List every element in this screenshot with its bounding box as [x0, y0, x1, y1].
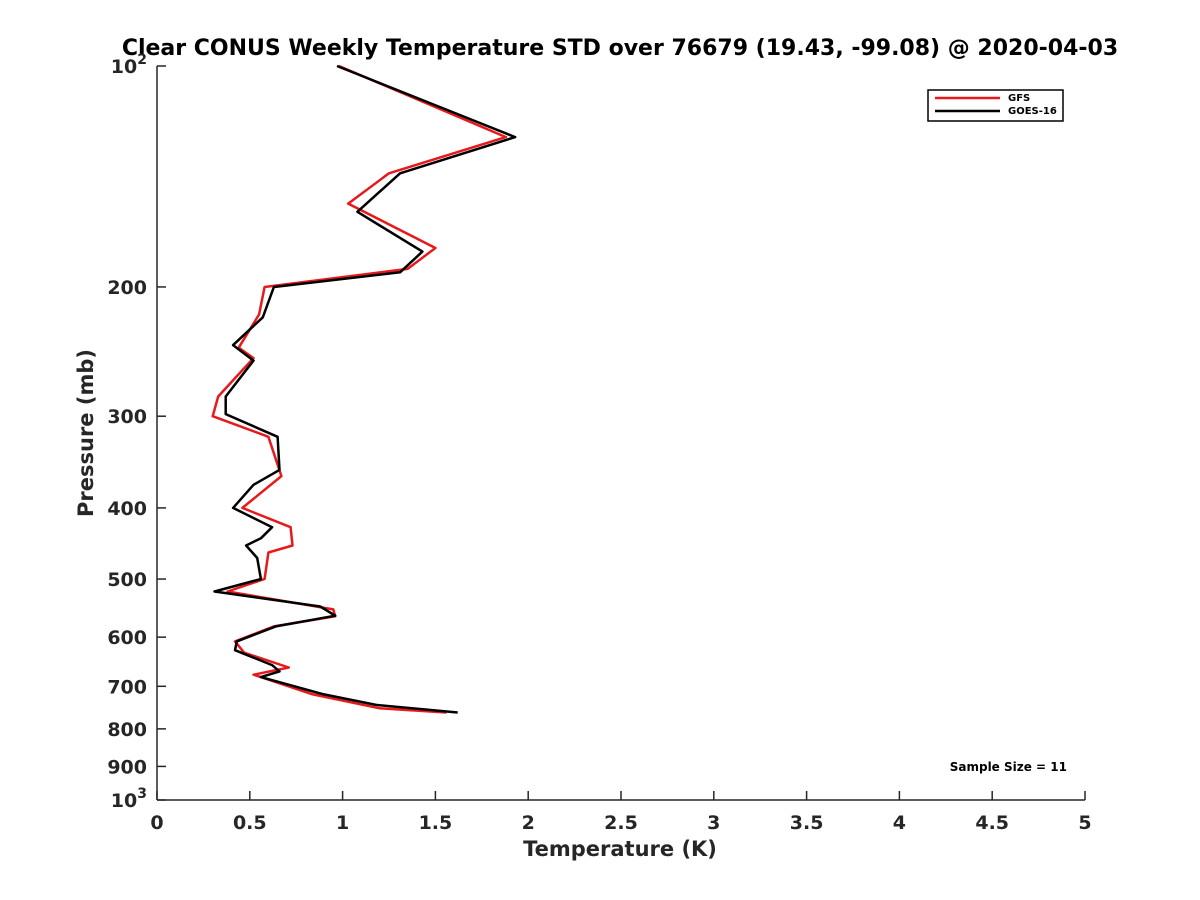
sample-size-annotation: Sample Size = 11 — [950, 760, 1067, 774]
x-tick-label: 1 — [336, 812, 349, 834]
y-axis-title: Pressure (mb) — [74, 349, 98, 517]
y-tick-label: 900 — [107, 756, 147, 778]
series-line-goes-16 — [215, 66, 516, 713]
y-tick-label: 700 — [107, 676, 147, 698]
x-tick-label: 0.5 — [233, 812, 267, 834]
y-tick-label: 800 — [107, 719, 147, 741]
x-tick-label: 5 — [1078, 812, 1091, 834]
y-tick-label: 400 — [107, 498, 147, 520]
y-tick-label: 102 — [111, 52, 147, 78]
y-tick-label: 600 — [107, 627, 147, 649]
chart-title: Clear CONUS Weekly Temperature STD over … — [122, 36, 1118, 61]
legend-label-goes16: GOES-16 — [1008, 106, 1057, 117]
x-axis-title: Temperature (K) — [523, 837, 717, 861]
x-tick-label: 2.5 — [604, 812, 638, 834]
series-lines — [213, 66, 516, 713]
x-tick-label: 4.5 — [975, 812, 1009, 834]
legend: GFS GOES-16 — [928, 90, 1063, 121]
x-tick-label: 3.5 — [790, 812, 824, 834]
y-tick-label: 500 — [107, 569, 147, 591]
y-tick-label: 300 — [107, 406, 147, 428]
x-axis-ticks: 0 0.5 1 1.5 2 2.5 3 3.5 4 4.5 5 — [150, 791, 1091, 834]
x-tick-label: 2 — [522, 812, 535, 834]
x-tick-label: 1.5 — [419, 812, 453, 834]
y-tick-label: 200 — [107, 277, 147, 299]
y-tick-label: 103 — [111, 786, 147, 812]
series-line-gfs — [213, 66, 506, 713]
x-tick-label: 4 — [893, 812, 906, 834]
x-tick-label: 0 — [150, 812, 163, 834]
legend-label-gfs: GFS — [1008, 93, 1030, 104]
x-tick-label: 3 — [707, 812, 720, 834]
